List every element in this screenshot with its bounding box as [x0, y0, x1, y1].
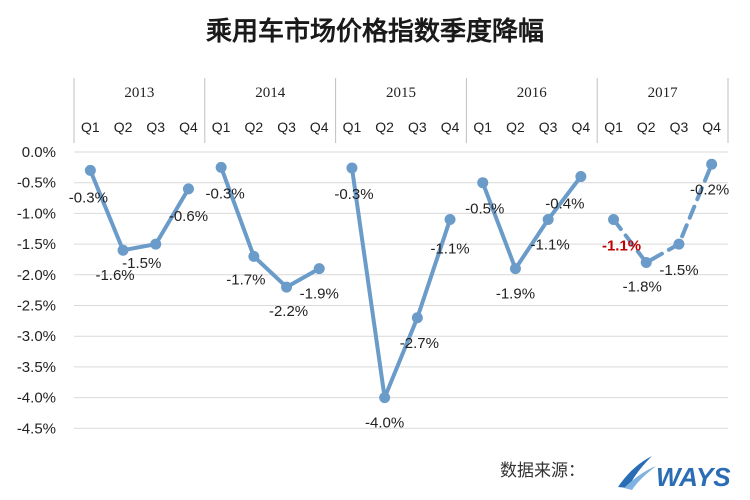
data-label: -2.2%	[269, 303, 308, 320]
year-quarter-header: 2013 Q1 Q2 Q3 Q4 2014 Q1 Q2 Q3 Q4 2015 Q1 Q2 Q3 Q4 2016…	[73, 78, 729, 143]
chart-title: 乘用车市场价格指数季度降幅	[205, 16, 544, 47]
y-tick-label: 0.0%	[22, 144, 56, 161]
data-point	[706, 158, 718, 170]
quarter-label: Q3	[277, 119, 296, 135]
data-point	[379, 392, 391, 404]
data-point	[575, 171, 587, 183]
year-label: 2016	[517, 85, 548, 101]
series-line	[349, 165, 453, 400]
data-point	[542, 214, 554, 226]
y-tick-label: -1.5%	[17, 236, 56, 253]
data-label: -4.0%	[365, 415, 404, 432]
data-label: -1.8%	[623, 279, 662, 296]
logo-swoosh-icon	[618, 456, 652, 488]
source-label: 数据来源：	[500, 461, 585, 481]
logo-swoosh-icon-2	[624, 466, 656, 490]
data-point	[640, 257, 652, 269]
quarter-label: Q2	[375, 119, 394, 135]
series-line	[88, 168, 191, 253]
quarter-label: Q2	[506, 119, 525, 135]
data-label: -1.1%	[602, 238, 641, 255]
quarter-label: Q3	[539, 119, 558, 135]
data-point	[150, 238, 162, 250]
y-tick-label: -3.0%	[17, 328, 56, 345]
logo-text: WAYS	[656, 462, 731, 492]
quarter-label: Q4	[310, 119, 329, 135]
y-tick-label: -4.5%	[17, 420, 56, 437]
y-tick-label: -4.0%	[17, 390, 56, 407]
data-labels: -0.3%-1.6%-1.5%-0.6%-0.3%-1.7%-2.2%-1.9%…	[69, 181, 729, 431]
quarter-label: Q1	[212, 119, 231, 135]
data-label: -0.2%	[690, 181, 729, 198]
y-tick-label: -0.5%	[17, 175, 56, 192]
year-label: 2013	[124, 85, 154, 101]
data-point	[117, 244, 129, 256]
data-point	[509, 263, 521, 275]
quarter-label: Q4	[572, 119, 591, 135]
data-label: -1.6%	[95, 267, 134, 284]
series-line	[219, 165, 322, 290]
data-label: -0.5%	[465, 201, 504, 218]
data-point	[673, 238, 685, 250]
quarter-label: Q2	[245, 119, 264, 135]
series-points	[84, 158, 718, 404]
data-point	[215, 161, 227, 173]
quarter-label: Q1	[604, 119, 623, 135]
data-label: -1.1%	[531, 237, 570, 254]
quarter-label: Q4	[179, 119, 198, 135]
series-lines	[88, 162, 714, 400]
data-point	[477, 177, 489, 189]
quarter-label: Q3	[670, 119, 689, 135]
y-tick-label: -2.5%	[17, 298, 56, 315]
year-label: 2015	[386, 85, 416, 101]
y-tick-label: -2.0%	[17, 267, 56, 284]
quarter-label: Q4	[702, 119, 721, 135]
series-line	[480, 174, 583, 271]
quarter-label: Q3	[146, 119, 165, 135]
quarter-label: Q2	[114, 119, 133, 135]
year-label: 2017	[648, 85, 679, 101]
quarter-label: Q1	[473, 119, 492, 135]
data-label: -1.9%	[496, 286, 535, 303]
y-axis: 0.0% -0.5% -1.0% -1.5% -2.0% -2.5% -3.0% -3.5% -…	[17, 144, 56, 437]
data-point	[248, 250, 260, 262]
data-label: -1.7%	[226, 271, 265, 288]
data-point	[281, 281, 293, 293]
data-label: -0.3%	[206, 185, 245, 202]
quarter-label: Q1	[81, 119, 100, 135]
data-point	[608, 214, 620, 226]
data-label: -0.3%	[69, 189, 108, 206]
data-label: -0.3%	[334, 186, 373, 203]
data-point	[313, 263, 325, 275]
gridlines	[74, 151, 728, 429]
data-label: -0.6%	[169, 208, 208, 225]
data-point	[444, 214, 456, 226]
quarter-label: Q3	[408, 119, 427, 135]
quarter-label: Q1	[343, 119, 362, 135]
data-label: -1.9%	[300, 286, 339, 303]
data-point	[84, 164, 96, 176]
quarter-label: Q2	[637, 119, 656, 135]
data-label: -1.1%	[430, 241, 469, 258]
source-footer: 数据来源： WAYS	[500, 456, 731, 492]
quarter-label: Q4	[441, 119, 460, 135]
series-line	[611, 162, 714, 265]
data-point	[346, 162, 358, 174]
data-point	[182, 183, 194, 195]
data-label: -0.4%	[545, 196, 584, 213]
year-label: 2014	[255, 85, 286, 101]
y-tick-label: -3.5%	[17, 359, 56, 376]
ways-logo: WAYS	[618, 456, 731, 492]
data-point	[411, 312, 423, 324]
data-label: -1.5%	[122, 255, 161, 272]
data-label: -2.7%	[400, 335, 439, 352]
data-label: -1.5%	[659, 262, 698, 279]
y-tick-label: -1.0%	[17, 205, 56, 222]
